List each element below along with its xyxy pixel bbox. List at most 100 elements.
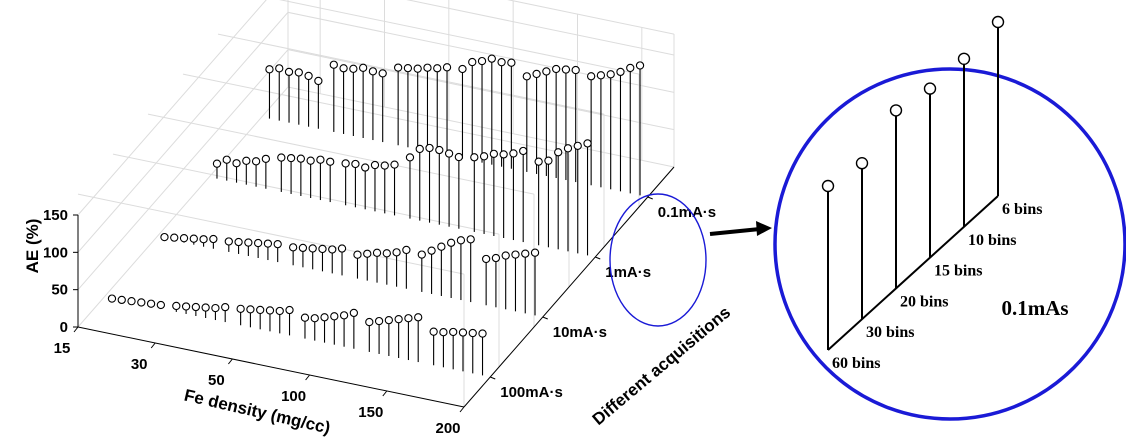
stem-marker (308, 244, 317, 253)
stem-marker (458, 328, 468, 337)
stem-marker (368, 67, 378, 76)
stem-marker (273, 239, 282, 249)
y-tick-label: 0.1mA·s (658, 204, 716, 221)
stem-marker (468, 57, 477, 67)
y-tick (490, 376, 496, 380)
grid-line (77, 0, 675, 216)
stem-marker (232, 159, 241, 168)
stem-marker (571, 65, 580, 75)
stem-marker (499, 150, 508, 159)
stem-marker (606, 70, 615, 79)
stem-marker (286, 153, 296, 163)
x-tick (459, 406, 465, 413)
highlight-ellipse (609, 193, 707, 327)
stem-marker (189, 234, 198, 243)
stem-marker (393, 63, 403, 72)
stem-marker (329, 60, 338, 69)
stem-marker (382, 249, 391, 258)
axis-layer: 0 50 100 150 15 30 50 100 150 200 100mA·s 10mA·s 1mA… (43, 166, 716, 437)
x-tick-label: 200 (435, 420, 460, 437)
stem-marker (507, 58, 516, 67)
stem-marker (253, 238, 263, 248)
x-tick (73, 326, 79, 333)
stem-marker (586, 72, 596, 81)
stem-marker (353, 250, 362, 259)
z-tick-label: 100 (43, 244, 68, 261)
zoom-arrow (709, 227, 761, 236)
stem-marker (328, 245, 337, 254)
x-tick (305, 374, 310, 381)
stem-marker (181, 302, 191, 311)
stem-marker (349, 64, 358, 73)
stem-marker (191, 302, 201, 312)
stem-marker (596, 71, 606, 80)
stem-marker (370, 160, 380, 170)
grid-line (147, 113, 535, 195)
x-tick-label: 15 (54, 340, 71, 357)
stem-marker (534, 157, 543, 166)
stem-marker (394, 315, 403, 324)
grid-line (507, 0, 675, 35)
inset-bin-label: 30 bins (866, 324, 914, 341)
inset-marker (991, 15, 1005, 29)
stem-marker (361, 163, 370, 172)
stem-marker (519, 146, 528, 156)
stem-marker (294, 68, 303, 77)
stem-marker (224, 237, 233, 246)
stem-marker (458, 64, 467, 74)
stem-marker (261, 154, 271, 164)
stem-marker (384, 315, 394, 325)
stem-marker (275, 64, 284, 73)
stem-marker (449, 327, 458, 337)
stem-marker (246, 305, 255, 314)
stem-marker (522, 72, 531, 81)
stem-marker (296, 154, 306, 163)
stem-marker (405, 153, 415, 162)
inset-marker (821, 179, 835, 193)
stem-marker (551, 64, 561, 74)
inset-circle (773, 67, 1126, 421)
stem-marker (378, 69, 387, 78)
stem-marker (417, 250, 426, 259)
stem-marker (339, 311, 349, 320)
stem-marker (415, 144, 424, 154)
stem-marker (339, 64, 348, 73)
stem-marker (107, 294, 117, 303)
stem-marker (487, 54, 496, 63)
inset-bin-label: 6 bins (1002, 201, 1042, 218)
stem-marker (275, 306, 284, 316)
stem-marker (573, 141, 582, 151)
stem-marker (501, 251, 510, 260)
x-tick (382, 390, 388, 397)
inset-bin-label: 20 bins (900, 293, 948, 310)
stem-marker (435, 145, 444, 155)
inset-marker (855, 156, 869, 170)
stem-marker (425, 143, 434, 153)
stem-marker (221, 302, 230, 312)
stem-marker (470, 153, 479, 162)
stem-marker (468, 328, 477, 338)
stem-marker (532, 69, 541, 79)
stem-marker (403, 63, 413, 73)
y-tick (542, 316, 548, 320)
stem-marker (201, 303, 210, 312)
stem-marker (358, 63, 368, 72)
grid-line (182, 73, 570, 155)
y-axis-line (463, 166, 675, 408)
stem-marker (413, 64, 422, 73)
grid-line (77, 86, 675, 328)
stem-marker (427, 246, 436, 255)
stem-marker (477, 56, 487, 66)
stem-marker (156, 300, 166, 310)
stem-marker (326, 157, 335, 166)
stem-marker (222, 155, 231, 164)
stem-marker (444, 149, 454, 158)
inset-bin-label: 60 bins (832, 355, 880, 372)
stem-marker (478, 329, 487, 338)
zoom-inset: 0.1mAs 60 bins 30 bins 20 bins 15 bins 10 bi… (609, 15, 1126, 421)
stem-marker (117, 295, 126, 305)
stem-marker (521, 249, 530, 258)
stem-marker (330, 312, 339, 321)
